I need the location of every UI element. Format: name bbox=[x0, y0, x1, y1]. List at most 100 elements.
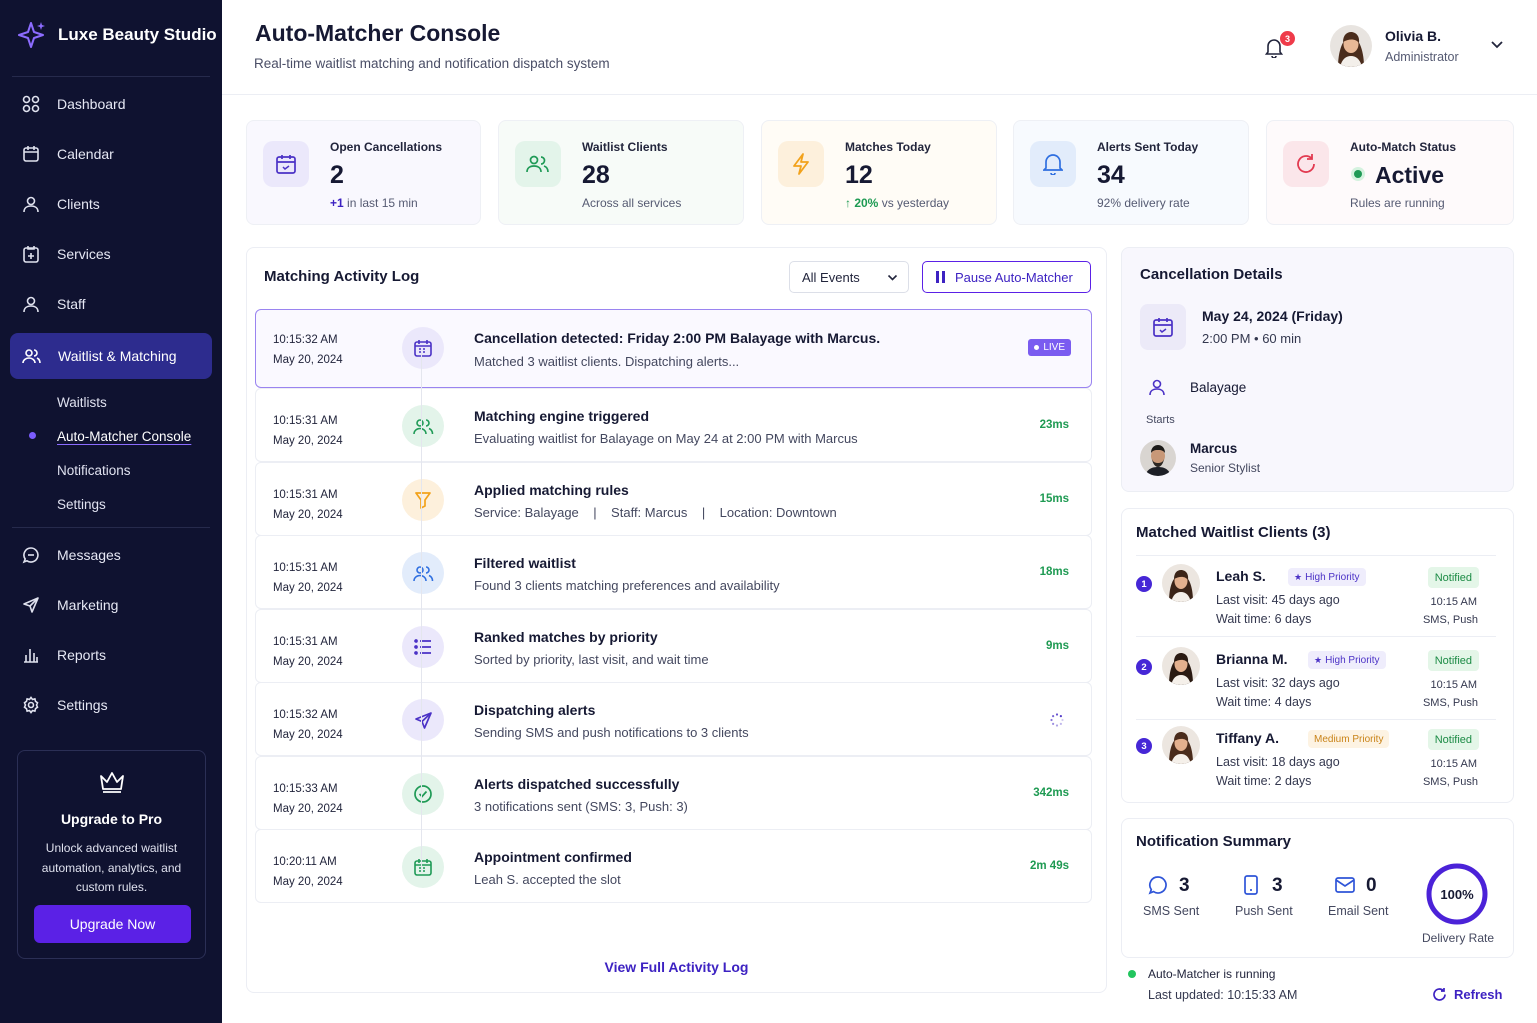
staff-label: Starts bbox=[1146, 414, 1175, 426]
nav-staff[interactable]: Staff bbox=[10, 281, 212, 327]
notified-time: 10:15 AM bbox=[1430, 679, 1477, 691]
upgrade-now-button[interactable]: Upgrade Now bbox=[34, 905, 191, 943]
page-title: Auto-Matcher Console bbox=[255, 20, 501, 46]
subnav-notifications[interactable]: Notifications bbox=[57, 463, 131, 478]
header: Auto-Matcher Console Real-time waitlist … bbox=[222, 0, 1537, 95]
chevron-down-icon[interactable] bbox=[1490, 40, 1504, 50]
notification-badge: 3 bbox=[1280, 31, 1295, 46]
subnav-waitlists[interactable]: Waitlists bbox=[57, 395, 107, 410]
users-icon bbox=[402, 552, 444, 594]
log-title: Matching engine triggered bbox=[474, 408, 650, 424]
nav-clients[interactable]: Clients bbox=[10, 181, 212, 227]
stat-sub: +1 in last 15 min bbox=[330, 196, 418, 210]
stat-change: +1 bbox=[330, 196, 344, 210]
notification-summary-panel: Notification Summary 3 SMS Sent 3 Push S… bbox=[1121, 818, 1514, 958]
users-icon bbox=[22, 347, 41, 365]
duration: 9ms bbox=[1045, 640, 1069, 652]
bell-icon bbox=[1030, 141, 1076, 187]
notified-badge: Notified bbox=[1427, 567, 1479, 588]
loading-spinner-icon bbox=[1050, 713, 1064, 727]
matched-client-row[interactable]: 2 Brianna M. ★ High Priority Last visit: … bbox=[1136, 639, 1502, 719]
notification-bell-icon[interactable] bbox=[1265, 38, 1283, 58]
auto-matcher-running-text: Auto-Matcher is running bbox=[1148, 967, 1276, 981]
nav-calendar[interactable]: Calendar bbox=[10, 131, 212, 177]
client-wait-time: Wait time: 2 days bbox=[1216, 774, 1312, 788]
client-avatar bbox=[1162, 726, 1200, 764]
log-title: Dispatching alerts bbox=[474, 702, 596, 718]
refresh-button[interactable]: Refresh bbox=[1432, 987, 1502, 1002]
log-title: Cancellation detected: Friday 2:00 PM Ba… bbox=[474, 330, 881, 346]
cancellation-date: May 24, 2024 (Friday) bbox=[1202, 308, 1343, 324]
users-icon bbox=[515, 141, 561, 187]
duration: 18ms bbox=[1039, 566, 1069, 578]
nav-label: Reports bbox=[57, 647, 107, 663]
calendar-icon bbox=[1140, 304, 1186, 350]
nav-settings[interactable]: Settings bbox=[10, 682, 212, 728]
nav-services[interactable]: Services bbox=[10, 231, 212, 277]
stat-value: 34 bbox=[1097, 161, 1125, 189]
upgrade-card: Upgrade to Pro Unlock advanced waitlist … bbox=[17, 750, 206, 959]
stat-label: Auto-Match Status bbox=[1350, 140, 1456, 154]
notified-channels: SMS, Push bbox=[1422, 776, 1478, 788]
log-timestamp: 10:15:31 AM May 20, 2024 bbox=[273, 489, 343, 521]
stat-label: Alerts Sent Today bbox=[1097, 140, 1199, 154]
cancellation-details-title: Cancellation Details bbox=[1140, 266, 1283, 283]
cancellation-details-panel: Cancellation Details May 24, 2024 (Frida… bbox=[1121, 247, 1514, 492]
brand[interactable]: Luxe Beauty Studio bbox=[18, 20, 217, 50]
log-row[interactable]: 10:15:31 AM May 20, 2024 Filtered waitlis… bbox=[255, 535, 1092, 609]
notified-channels: SMS, Push bbox=[1422, 614, 1478, 626]
event-filter-select[interactable]: All Events bbox=[789, 261, 909, 293]
send-icon bbox=[22, 596, 40, 614]
sms-count: 3 bbox=[1179, 875, 1190, 896]
stat-waitlist-clients: Waitlist Clients 28 Across all services bbox=[498, 120, 744, 225]
stat-value: Active bbox=[1375, 162, 1445, 188]
log-row[interactable]: 10:20:11 AM May 20, 2024 Appointment conf… bbox=[255, 829, 1092, 903]
subnav-settings[interactable]: Settings bbox=[57, 497, 106, 512]
log-row[interactable]: 10:15:32 AM May 20, 2024 Dispatching aler… bbox=[255, 682, 1092, 756]
stat-label: Waitlist Clients bbox=[582, 140, 668, 154]
log-row[interactable]: 10:15:33 AM May 20, 2024 Alerts dispatche… bbox=[255, 756, 1092, 830]
stat-value: 2 bbox=[330, 161, 344, 189]
log-row[interactable]: 10:15:31 AM May 20, 2024 Matching engine … bbox=[255, 388, 1092, 462]
active-status-dot bbox=[1351, 167, 1365, 181]
nav-label: Dashboard bbox=[57, 96, 126, 112]
log-description: Evaluating waitlist for Balayage on May … bbox=[474, 431, 858, 446]
staff-avatar bbox=[1140, 440, 1176, 476]
stat-open-cancellations: Open Cancellations 2 +1 in last 15 min bbox=[246, 120, 481, 225]
matched-client-row[interactable]: 1 Leah S. ★ High Priority Last visit: 45 … bbox=[1136, 556, 1502, 636]
nav-messages[interactable]: Messages bbox=[10, 532, 212, 578]
duration: 342ms bbox=[1033, 787, 1069, 799]
duration: 15ms bbox=[1039, 493, 1069, 505]
services-icon bbox=[22, 245, 40, 263]
star-icon: ★ bbox=[1314, 654, 1323, 665]
log-description: Sending SMS and push notifications to 3 … bbox=[474, 725, 749, 740]
stat-sub-text: 92% delivery rate bbox=[1097, 196, 1190, 210]
view-full-activity-log-link[interactable]: View Full Activity Log bbox=[604, 959, 749, 975]
stat-label: Open Cancellations bbox=[330, 140, 443, 154]
log-timestamp: 10:15:32 AM May 20, 2024 bbox=[273, 334, 343, 366]
client-name: Leah S. bbox=[1216, 568, 1266, 584]
activity-log-panel: Matching Activity Log All Events Pause A… bbox=[246, 247, 1107, 993]
stat-sub-text: Across all services bbox=[582, 196, 682, 210]
cancellation-service: Balayage bbox=[1190, 380, 1247, 395]
nav-marketing[interactable]: Marketing bbox=[10, 582, 212, 628]
nav-dashboard[interactable]: Dashboard bbox=[10, 81, 212, 127]
nav-waitlist-matching[interactable]: Waitlist & Matching bbox=[10, 333, 212, 379]
row-divider bbox=[1136, 555, 1496, 556]
log-description: Service: Balayage | Staff: Marcus | Loca… bbox=[474, 505, 837, 520]
matched-clients-panel: Matched Waitlist Clients (3) 1 Leah S. ★… bbox=[1121, 508, 1514, 803]
list-icon bbox=[402, 626, 444, 668]
pause-icon bbox=[936, 271, 946, 283]
log-row[interactable]: 10:15:31 AM May 20, 2024 Ranked matches b… bbox=[255, 609, 1092, 683]
log-row[interactable]: 10:15:31 AM May 20, 2024 Applied matching… bbox=[255, 462, 1092, 536]
subnav-auto-matcher-console[interactable]: Auto-Matcher Console bbox=[57, 429, 192, 444]
log-row[interactable]: 10:15:32 AM May 20, 2024 Cancellation det… bbox=[255, 309, 1092, 388]
sidebar-divider bbox=[12, 76, 210, 77]
nav-reports[interactable]: Reports bbox=[10, 632, 212, 678]
email-count: 0 bbox=[1366, 875, 1377, 896]
filter-icon bbox=[402, 479, 444, 521]
user-avatar[interactable] bbox=[1330, 25, 1372, 67]
pause-auto-matcher-button[interactable]: Pause Auto-Matcher bbox=[922, 261, 1091, 293]
calendar-icon bbox=[22, 145, 40, 163]
matched-client-row[interactable]: 3 Tiffany A. Medium Priority Last visit:… bbox=[1136, 718, 1502, 798]
